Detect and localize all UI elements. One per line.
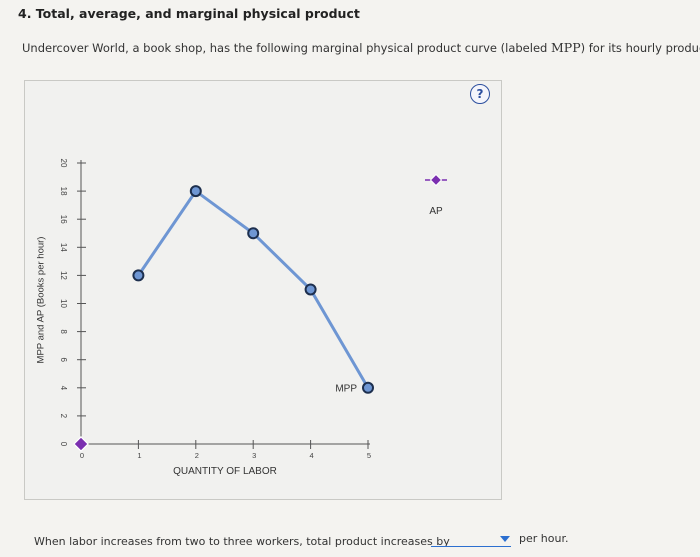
y-tick-label: 14 [59, 243, 68, 252]
y-tick-label: 18 [59, 187, 68, 196]
intro-before: Undercover World, a book shop, has the f… [22, 41, 551, 55]
intro-after: ) for its hourly production. [580, 41, 700, 55]
x-axis-label: QUANTITY OF LABOR [173, 466, 277, 477]
answer-unit: per hour. [519, 532, 569, 545]
y-tick-label: 2 [59, 414, 68, 419]
mpp-point[interactable] [247, 227, 260, 240]
y-tick-label: 10 [59, 299, 68, 308]
mpp-point[interactable] [304, 283, 317, 296]
question-title: 4. Total, average, and marginal physical… [18, 6, 360, 21]
chevron-down-icon [500, 536, 510, 542]
x-tick-label: 5 [367, 451, 371, 460]
y-tick-label: 0 [59, 442, 68, 447]
y-tick-label: 20 [59, 159, 68, 168]
answer-prompt: When labor increases from two to three w… [34, 535, 450, 548]
y-tick-label: 12 [59, 271, 68, 280]
question-intro: Undercover World, a book shop, has the f… [22, 40, 700, 55]
graph-panel [24, 80, 502, 500]
mpp-series-label: MPP [335, 383, 357, 394]
y-tick-label: 6 [59, 357, 68, 362]
mpp-point[interactable] [189, 185, 202, 198]
ap-legend-diamond[interactable] [429, 173, 443, 187]
x-tick-label: 2 [195, 451, 199, 460]
x-tick-label: 3 [252, 451, 256, 460]
y-tick-label: 16 [59, 215, 68, 224]
x-tick-label: 1 [137, 451, 141, 460]
mpp-point[interactable] [362, 381, 374, 394]
mpp-line [137, 188, 370, 389]
ap-point[interactable] [73, 436, 89, 452]
total-product-dropdown[interactable] [431, 532, 511, 547]
y-tick-label: 8 [59, 329, 68, 334]
ap-legend-label: AP [429, 206, 443, 217]
help-button[interactable]: ? [470, 84, 490, 104]
y-tick-label: 4 [59, 386, 68, 391]
y-axis-label: MPP and AP (Books per hour) [36, 237, 47, 364]
x-tick-label: 4 [310, 451, 314, 460]
intro-mpp-abbr: MPP [550, 40, 581, 55]
mpp-point[interactable] [132, 269, 145, 282]
x-tick-label: 0 [80, 451, 84, 460]
